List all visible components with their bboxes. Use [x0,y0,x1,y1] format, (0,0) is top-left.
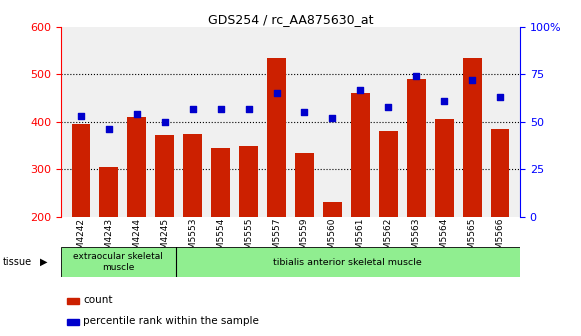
Text: GSM4244: GSM4244 [132,218,141,261]
Text: GSM5564: GSM5564 [440,218,449,261]
Title: GDS254 / rc_AA875630_at: GDS254 / rc_AA875630_at [208,13,373,26]
Bar [156,135,174,217]
Bar [492,129,510,217]
Point [412,74,421,79]
Point [496,94,505,100]
Text: GSM4245: GSM4245 [160,218,169,261]
Text: GSM5559: GSM5559 [300,218,309,261]
Point [356,87,365,92]
Point [328,115,337,121]
Text: GSM5560: GSM5560 [328,218,337,261]
Text: GSM5563: GSM5563 [412,218,421,261]
Text: tissue: tissue [3,257,32,267]
Bar [67,298,78,304]
Bar [435,119,454,217]
Bar [184,134,202,217]
Text: extraocular skeletal
muscle: extraocular skeletal muscle [73,252,163,272]
Bar [463,58,482,217]
Bar [295,153,314,217]
Text: tibialis anterior skeletal muscle: tibialis anterior skeletal muscle [274,258,422,266]
Bar [267,58,286,217]
Text: GSM5554: GSM5554 [216,218,225,261]
Text: GSM5566: GSM5566 [496,218,505,261]
Bar [127,117,146,217]
Bar [99,167,118,217]
Point [188,106,197,111]
Bar [211,148,229,217]
Text: GSM5565: GSM5565 [468,218,477,261]
Point [216,106,225,111]
Bar [379,131,397,217]
Text: GSM4243: GSM4243 [104,218,113,261]
Bar [324,203,342,217]
Point [384,104,393,109]
Point [104,127,113,132]
Point [244,106,253,111]
Text: ▶: ▶ [40,257,47,267]
Point [440,98,449,103]
Bar [352,93,370,217]
Point [300,110,309,115]
Point [468,77,477,83]
Text: GSM4242: GSM4242 [76,218,85,261]
Bar [67,319,78,325]
Text: GSM5561: GSM5561 [356,218,365,261]
Bar [407,79,425,217]
Point [272,91,281,96]
Bar [71,124,89,217]
Text: GSM5557: GSM5557 [272,218,281,261]
Bar [239,145,257,217]
Point [160,119,169,125]
Point [132,112,141,117]
Text: count: count [84,295,113,304]
Text: percentile rank within the sample: percentile rank within the sample [84,316,259,326]
Point [76,114,85,119]
Text: GSM5555: GSM5555 [244,218,253,261]
Text: GSM5562: GSM5562 [384,218,393,261]
Text: GSM5553: GSM5553 [188,218,197,261]
